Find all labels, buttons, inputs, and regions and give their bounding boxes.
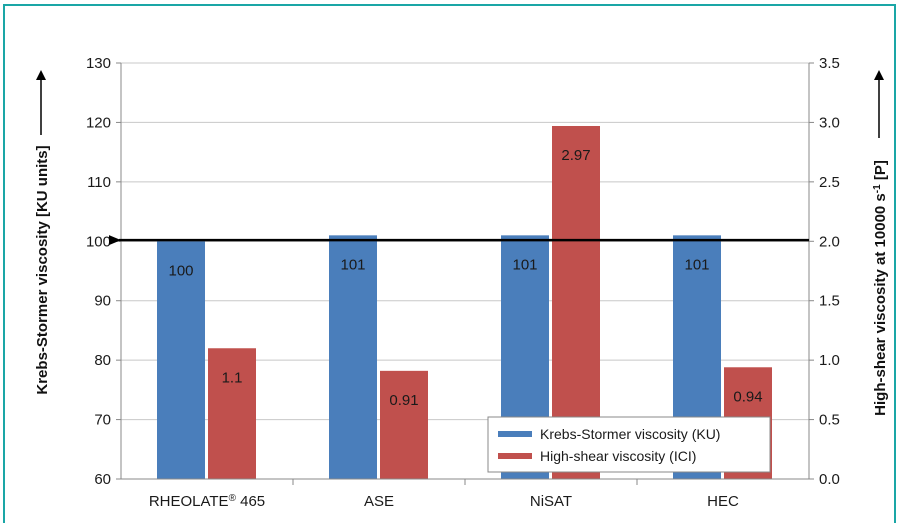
bar-ici <box>208 348 256 479</box>
right-tick-label: 0.5 <box>819 412 840 429</box>
left-tick-label: 60 <box>94 471 111 488</box>
left-tick-label: 70 <box>94 412 111 429</box>
data-label-ku: 101 <box>684 256 709 273</box>
right-tick-label: 3.5 <box>819 55 840 72</box>
data-label-ici: 0.94 <box>733 388 762 405</box>
data-label-ku: 101 <box>340 256 365 273</box>
bar-ku <box>329 235 377 479</box>
right-axis-title-sup: -1 <box>872 184 883 193</box>
right-axis-title-prefix: High-shear viscosity at 10000 s <box>872 193 889 416</box>
bar-ku <box>157 241 205 479</box>
legend: Krebs-Stormer viscosity (KU) High-shear … <box>487 416 771 473</box>
right-tick-label: 0.0 <box>819 471 840 488</box>
data-label-ici: 1.1 <box>222 369 243 386</box>
svg-text:High-shear viscosity at 10000: High-shear viscosity at 10000 s-1 [P] <box>872 160 890 416</box>
bar-ici <box>380 370 428 479</box>
left-tick-label: 130 <box>86 55 111 72</box>
right-tick-label: 3.0 <box>819 114 840 131</box>
category-label: RHEOLATE® 465 <box>149 493 265 511</box>
left-tick-label: 100 <box>86 233 111 250</box>
category-label: NiSAT <box>530 493 572 510</box>
legend-label-ici: High-shear viscosity (ICI) <box>540 448 696 464</box>
right-axis-title: High-shear viscosity at 10000 s-1 [P] <box>872 160 890 416</box>
data-label-ku: 101 <box>512 256 537 273</box>
left-tick-label: 120 <box>86 114 111 131</box>
legend-swatch-ici <box>498 453 532 459</box>
data-label-ici: 2.97 <box>561 147 590 164</box>
right-tick-label: 2.0 <box>819 233 840 250</box>
legend-label-ku: Krebs-Stormer viscosity (KU) <box>540 426 720 442</box>
left-axis-title: Krebs-Stormer viscosity [KU units] <box>34 145 51 394</box>
category-label: ASE <box>364 493 394 510</box>
left-tick-label: 80 <box>94 352 111 369</box>
left-tick-label: 90 <box>94 293 111 310</box>
data-label-ku: 100 <box>168 262 193 279</box>
right-tick-label: 1.5 <box>819 293 840 310</box>
data-label-ici: 0.91 <box>389 392 418 409</box>
right-tick-label: 1.0 <box>819 352 840 369</box>
left-axis-title-text: Krebs-Stormer viscosity [KU units] <box>34 145 51 394</box>
right-axis-title-suffix: [P] <box>872 160 889 184</box>
left-tick-label: 110 <box>87 174 111 191</box>
legend-swatch-ku <box>498 431 532 437</box>
legend-box <box>487 416 771 473</box>
right-tick-label: 2.5 <box>819 174 840 191</box>
category-label: HEC <box>707 493 739 510</box>
